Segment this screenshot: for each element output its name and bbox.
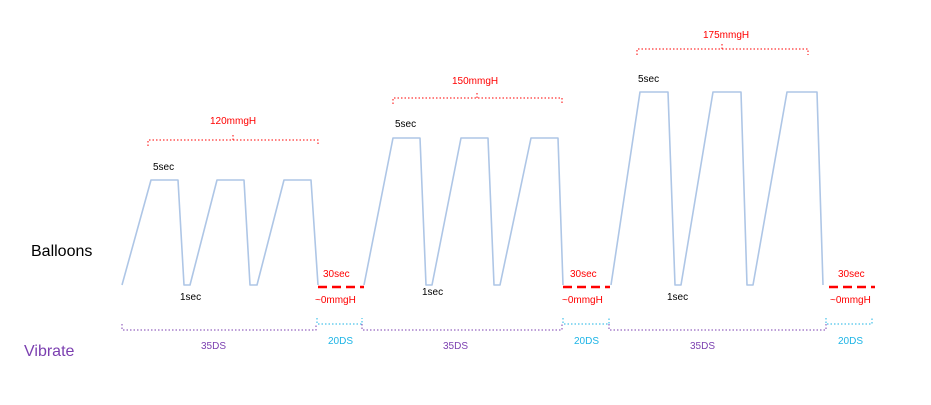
vibrate-bracket-short-1 [316, 318, 363, 325]
balloon-waveform-2 [363, 137, 564, 286]
vibrate-label-2: 35DS [443, 341, 469, 352]
balloon-waveform-1 [121, 179, 319, 286]
pressure-label-3: 175mmgH [703, 30, 750, 41]
vibrate-bracket-long-3 [608, 324, 827, 331]
rest-pressure-label-3: ~0mmgH [830, 295, 871, 306]
rest-vibrate-label-2: 20DS [574, 336, 600, 347]
hold-label-3: 5sec [638, 74, 660, 85]
pressure-bracket-1 [147, 134, 319, 146]
vibrate-bracket-short-3 [825, 318, 873, 325]
balloon-waveform-3 [610, 91, 824, 286]
vibrate-label-3: 35DS [690, 341, 716, 352]
vibrate-bracket-long-2 [361, 324, 563, 331]
pressure-label-1: 120mmgH [210, 116, 257, 127]
rest-pressure-label-1: ~0mmgH [315, 295, 356, 306]
deflate-label-2: 1sec [422, 287, 444, 298]
vibrate-label-1: 35DS [201, 341, 227, 352]
hold-label-1: 5sec [153, 162, 175, 173]
pressure-bracket-3 [636, 43, 809, 55]
rest-label-1: 30sec [323, 269, 350, 280]
balloons-row-label: Balloons [31, 243, 93, 260]
deflate-label-3: 1sec [667, 292, 689, 303]
rest-vibrate-label-3: 20DS [838, 336, 864, 347]
hold-label-2: 5sec [395, 119, 417, 130]
rest-pressure-label-2: ~0mmgH [562, 295, 603, 306]
rest-label-2: 30sec [570, 269, 597, 280]
pressure-bracket-2 [392, 92, 563, 104]
rest-label-3: 30sec [838, 269, 865, 280]
vibrate-row-label: Vibrate [24, 343, 75, 360]
vibrate-bracket-short-2 [562, 318, 610, 325]
vibrate-bracket-long-1 [121, 324, 317, 331]
rest-vibrate-label-1: 20DS [328, 336, 354, 347]
deflate-label-1: 1sec [180, 292, 202, 303]
pressure-label-2: 150mmgH [452, 76, 499, 87]
